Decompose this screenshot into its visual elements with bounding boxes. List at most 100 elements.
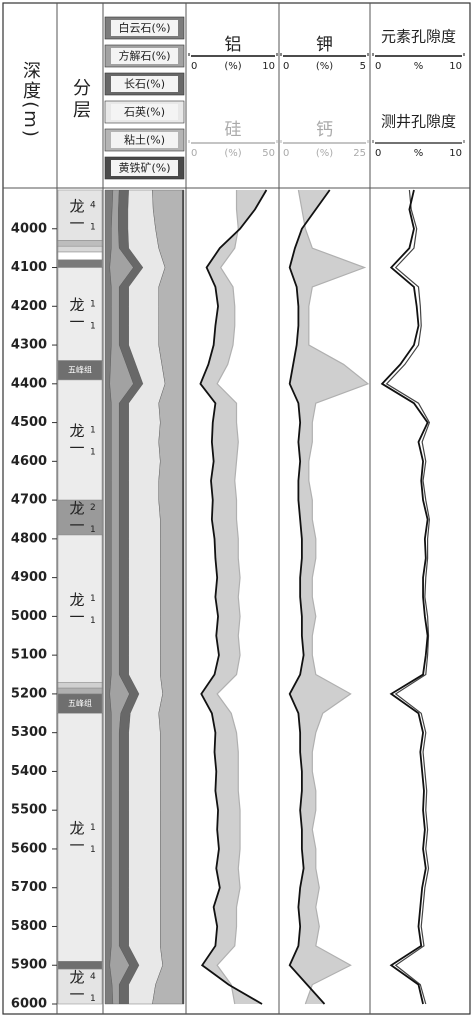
unit-label: (%): [224, 61, 241, 72]
layer-label-sup: 1: [90, 823, 96, 833]
x-tick-label: 0: [375, 61, 381, 72]
layer-band: [57, 251, 103, 261]
x-tick-label: 5: [360, 61, 366, 72]
x-tick-label: 10: [262, 61, 275, 72]
layer-label: 龙一: [68, 198, 86, 232]
x-tick-label: 10: [449, 61, 462, 72]
y-tick-label: 5400: [11, 764, 47, 779]
y-tick-label: 5700: [11, 880, 47, 895]
depth-header: 深度(m): [20, 61, 41, 139]
legend-label: 粘土(%): [124, 133, 165, 147]
y-tick-label: 4300: [11, 338, 47, 353]
layer-label: 龙一: [68, 501, 86, 535]
x-tick-label: 0: [191, 61, 197, 72]
y-tick-label: 4600: [11, 454, 47, 469]
unit-label: (%): [316, 148, 333, 159]
layer-header: 分层: [70, 78, 91, 122]
x-tick-label: 0: [191, 148, 197, 159]
legend-label-bg: [111, 20, 178, 36]
y-tick-label: 6000: [11, 997, 47, 1012]
layer-label: 五峰组: [68, 698, 92, 708]
curve-line: [199, 189, 268, 1005]
y-tick-label: 4500: [11, 415, 47, 430]
legend-label: 黄铁矿(%): [118, 161, 170, 175]
curve-name: 钾: [316, 35, 333, 55]
curve-name: 铝: [225, 35, 242, 55]
legend-label-bg: [111, 160, 178, 176]
x-tick-label: 0: [283, 61, 289, 72]
unit-label: %: [414, 148, 424, 159]
layer-label-sub: 1: [90, 994, 96, 1004]
layer-band: [57, 189, 103, 241]
layer-label: 龙一: [68, 592, 86, 626]
y-tick-label: 5300: [11, 725, 47, 740]
x-tick-label: 0: [375, 148, 381, 159]
y-tick-label: 5100: [11, 648, 47, 663]
y-tick-label: 5000: [11, 609, 47, 624]
curve-line: [385, 189, 431, 1005]
layer-band: [57, 682, 103, 689]
y-tick-label: 5500: [11, 803, 47, 818]
curve-line: [288, 189, 331, 1005]
y-tick-label: 5200: [11, 686, 47, 701]
y-tick-label: 4200: [11, 299, 47, 314]
layer-label-sub: 1: [90, 525, 96, 535]
y-tick-label: 4800: [11, 531, 47, 546]
y-tick-label: 5900: [11, 958, 47, 973]
layer-band: [57, 499, 103, 536]
layer-band: [57, 240, 103, 247]
legend-label-bg: [111, 104, 178, 120]
curve-line: [380, 189, 429, 1005]
x-tick-label: 50: [262, 148, 275, 159]
layer-band: [57, 687, 103, 695]
legend-label: 白云石(%): [118, 21, 170, 35]
layer-label-sub: 1: [90, 845, 96, 855]
layer-band: [57, 379, 103, 501]
layer-label-sup: 4: [90, 201, 96, 211]
legend-label: 方解石(%): [118, 49, 170, 63]
curve-name: 测井孔隙度: [381, 113, 456, 131]
curve-name: 钙: [316, 120, 333, 140]
layer-band: [57, 267, 103, 361]
legend-label: 石英(%): [124, 105, 165, 119]
curve-name: 元素孔隙度: [381, 28, 456, 46]
layer-label: 龙一: [68, 820, 86, 854]
legend-label: 长石(%): [124, 78, 165, 91]
x-tick-label: 10: [449, 148, 462, 159]
layer-label: 龙一: [68, 423, 86, 457]
y-tick-label: 4100: [11, 260, 47, 275]
curve-line: [216, 190, 241, 1005]
layer-label: 龙一: [68, 970, 86, 1004]
y-tick-label: 4900: [11, 570, 47, 585]
x-tick-label: 25: [353, 148, 366, 159]
layer-band: [57, 534, 103, 683]
layer-label-sub: 1: [90, 322, 96, 332]
layer-label: 五峰组: [68, 365, 92, 375]
layer-label-sub: 1: [90, 616, 96, 626]
y-tick-label: 5800: [11, 919, 47, 934]
unit-label: (%): [316, 61, 333, 72]
y-tick-label: 5600: [11, 841, 47, 856]
layer-label-sup: 1: [90, 594, 96, 604]
layer-band: [57, 259, 103, 268]
legend-label-bg: [111, 48, 178, 64]
layer-label-sup: 4: [90, 972, 96, 982]
layer-label-sup: 2: [90, 503, 96, 513]
legend-label-bg: [111, 132, 178, 148]
x-tick-label: 0: [283, 148, 289, 159]
layer-label: 龙一: [68, 297, 86, 331]
layer-band: [57, 961, 103, 970]
y-tick-label: 4400: [11, 376, 47, 391]
layer-band: [57, 245, 103, 253]
shaded-area: [289, 190, 368, 1004]
y-tick-label: 4000: [11, 221, 47, 236]
layer-label-sub: 1: [90, 448, 96, 458]
unit-label: %: [414, 61, 424, 72]
curve-name: 硅: [225, 120, 242, 140]
legend-label-bg: [111, 76, 178, 92]
shaded-area: [200, 190, 267, 1004]
lithology-area: [182, 189, 185, 1005]
